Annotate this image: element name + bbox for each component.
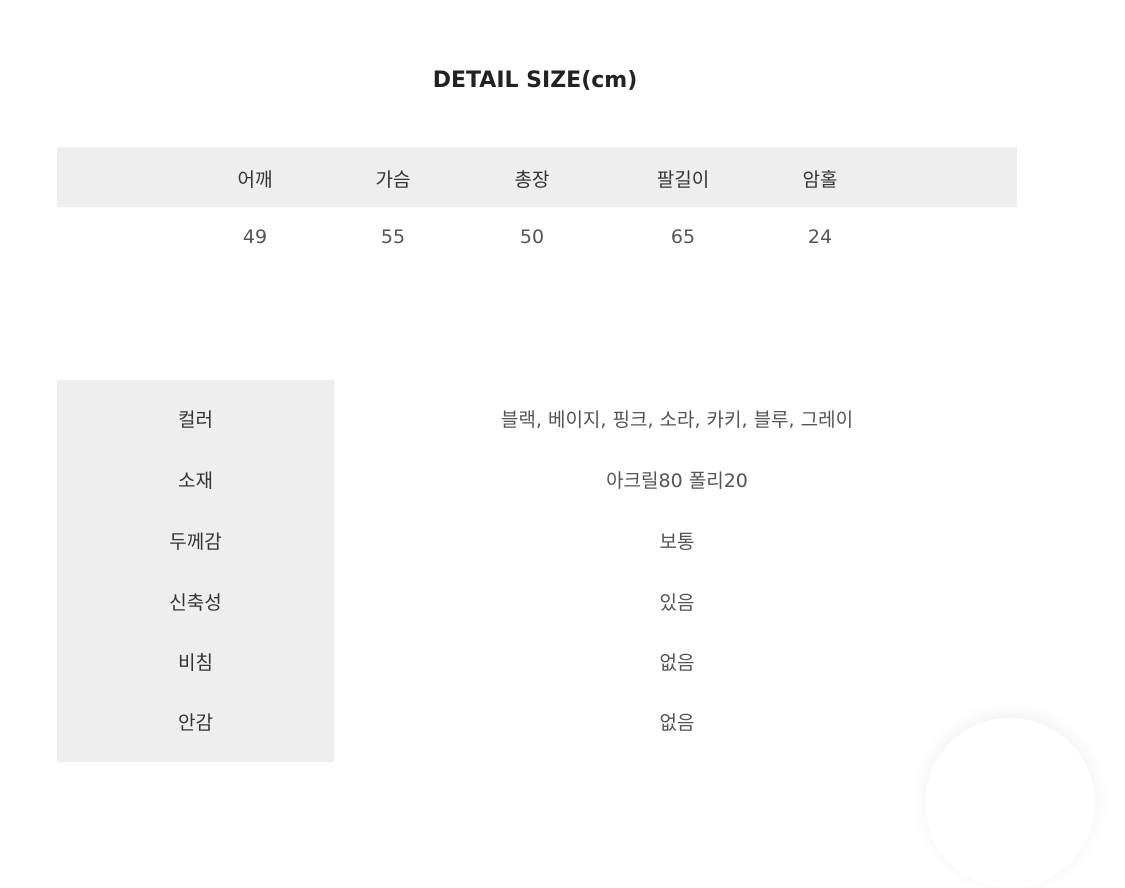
info-value: 블랙, 베이지, 핑크, 소라, 카키, 블루, 그레이 xyxy=(500,409,854,431)
info-row-lining: 안감 없음 xyxy=(57,691,1057,751)
info-label: 안감 xyxy=(178,712,213,734)
info-row-sheerness: 비침 없음 xyxy=(57,631,1057,691)
floating-button-shadow xyxy=(925,718,1095,888)
info-value: 있음 xyxy=(659,592,695,614)
size-value-length: 50 xyxy=(519,226,545,248)
size-value-armhole: 24 xyxy=(807,226,833,248)
info-row-material: 소재 아크릴80 폴리20 xyxy=(57,449,1057,509)
size-table-header xyxy=(57,147,1017,207)
info-row-stretch: 신축성 있음 xyxy=(57,571,1057,631)
size-value-chest: 55 xyxy=(380,226,406,248)
info-label: 비침 xyxy=(178,652,213,674)
info-row-color: 컬러 블랙, 베이지, 핑크, 소라, 카키, 블루, 그레이 xyxy=(57,388,1057,448)
size-header-chest: 가슴 xyxy=(375,169,411,191)
info-row-thickness: 두께감 보통 xyxy=(57,510,1057,570)
size-header-length: 총장 xyxy=(514,169,550,191)
size-value-shoulder: 49 xyxy=(242,226,268,248)
info-label: 두께감 xyxy=(169,531,222,553)
info-label: 소재 xyxy=(178,470,213,492)
page-title: DETAIL SIZE(cm) xyxy=(432,68,638,93)
info-value: 없음 xyxy=(659,652,695,674)
size-header-sleeve: 팔길이 xyxy=(656,169,710,191)
info-value: 없음 xyxy=(659,712,695,734)
size-value-sleeve: 65 xyxy=(670,226,696,248)
info-label: 신축성 xyxy=(169,592,222,614)
info-value: 보통 xyxy=(659,531,695,553)
size-header-armhole: 암홀 xyxy=(802,169,838,191)
info-label: 컬러 xyxy=(178,409,213,431)
size-header-shoulder: 어깨 xyxy=(237,169,273,191)
info-table-label-column xyxy=(57,380,334,762)
info-value: 아크릴80 폴리20 xyxy=(606,470,748,492)
